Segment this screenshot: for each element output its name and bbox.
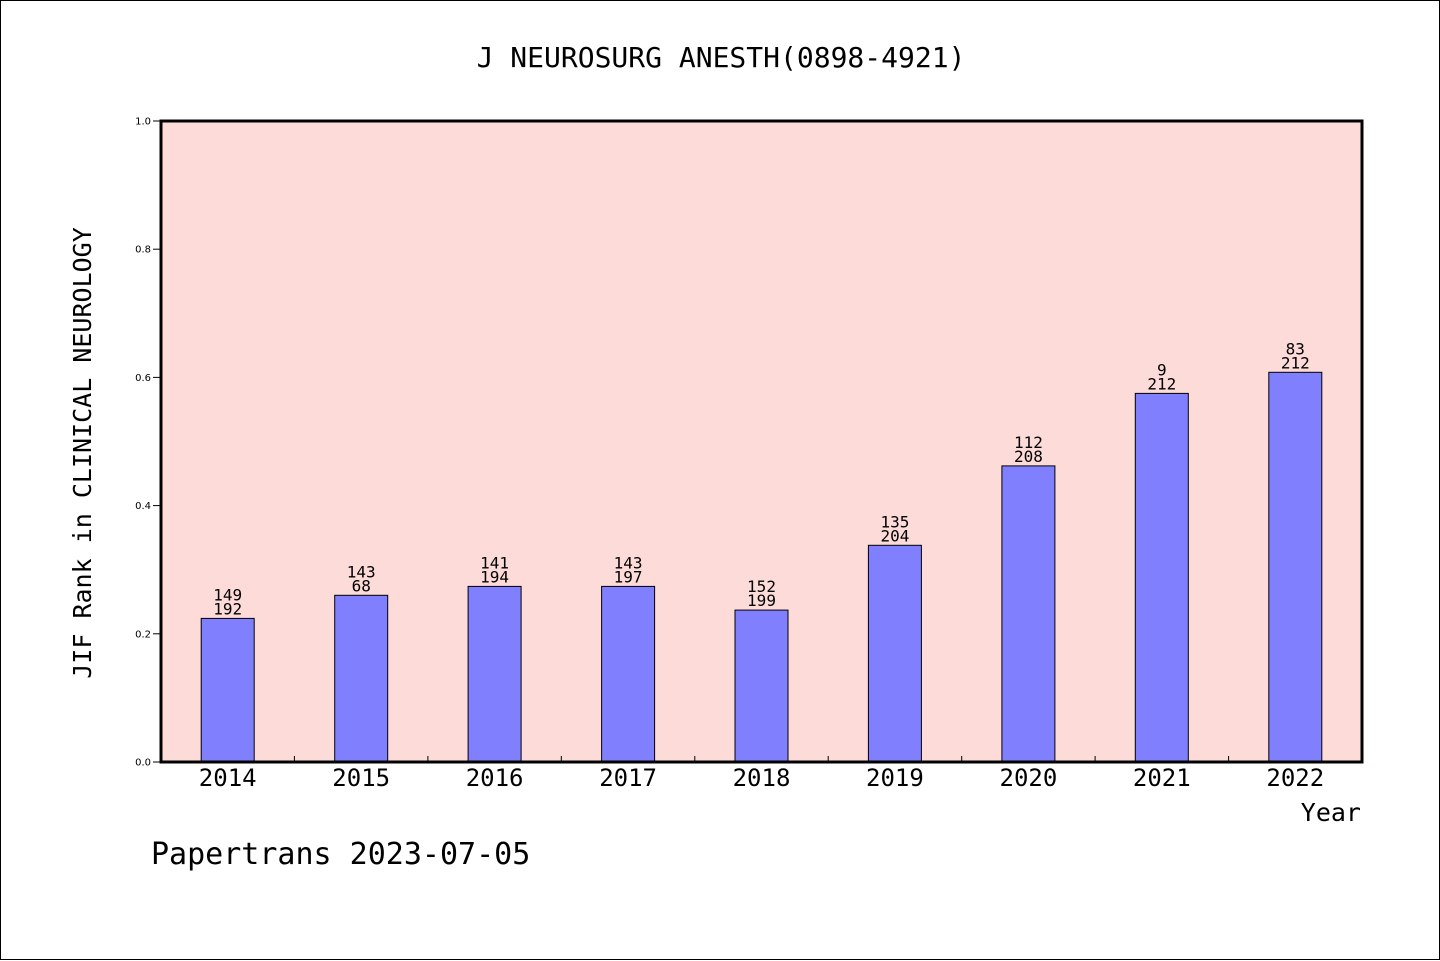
y-tick-label-1: 0.2 xyxy=(135,629,151,640)
bar-label-2016-line-1: 141 xyxy=(480,553,509,572)
x-tick-label-2016: 2016 xyxy=(466,764,524,792)
bar-label-2014-line-2: 192 xyxy=(213,599,242,618)
bar-label-2017-line-2: 197 xyxy=(614,567,643,586)
bar-2022 xyxy=(1268,371,1323,763)
bar-label-2014-line-1: 149 xyxy=(213,585,242,604)
x-tick-label-2020: 2020 xyxy=(1000,764,1058,792)
y-axis: 0.0 0.2 0.4 0.6 0.8 1.0 xyxy=(135,117,161,769)
y-tick-label-0: 0.0 xyxy=(135,758,151,769)
bar-label-2022-line-1: 83 xyxy=(1286,339,1305,358)
x-tick-label-2015: 2015 xyxy=(332,764,390,792)
x-tick-label-2014: 2014 xyxy=(199,764,257,792)
bar-2021 xyxy=(1134,392,1189,763)
bar-2016 xyxy=(467,585,522,763)
bar-label-2019-line-1: 135 xyxy=(880,512,909,531)
bar-label-2020-line-2: 208 xyxy=(1014,447,1043,466)
bar-label-2018-line-2: 199 xyxy=(747,591,776,610)
y-axis-label: JIF Rank in CLINICAL NEUROLOGY xyxy=(68,227,97,679)
x-axis-label: Year xyxy=(1301,798,1361,827)
bar-labels-layer: 1491921436814119414319715219913520411220… xyxy=(213,339,1310,618)
x-tick-label-2017: 2017 xyxy=(599,764,657,792)
y-tick-label-4: 0.8 xyxy=(135,245,151,256)
bar-label-2021-line-1: 9 xyxy=(1157,360,1167,379)
bar-2018 xyxy=(734,609,789,763)
y-tick-label-3: 0.6 xyxy=(135,373,151,384)
bar-label-2020-line-1: 112 xyxy=(1014,433,1043,452)
chart-title: J NEUROSURG ANESTH(0898-4921) xyxy=(477,41,966,74)
bar-label-2015-line-1: 143 xyxy=(347,562,376,581)
x-axis: 2014 2015 2016 2017 2018 2019 2020 2021 2022 xyxy=(199,756,1324,792)
bar-label-2019-line-2: 204 xyxy=(880,526,909,545)
bar-2017 xyxy=(601,585,656,763)
bar-2014 xyxy=(200,617,255,763)
bars-layer xyxy=(200,371,1323,763)
bar-2015 xyxy=(334,594,389,763)
bar-label-2021-line-2: 212 xyxy=(1147,374,1176,393)
plot-border xyxy=(159,119,1364,764)
bar-2020 xyxy=(1001,465,1056,763)
x-tick-label-2021: 2021 xyxy=(1133,764,1191,792)
y-tick-label-2: 0.4 xyxy=(135,501,151,512)
y-tick-label-5: 1.0 xyxy=(135,117,151,128)
bar-2019 xyxy=(867,544,922,763)
x-tick-label-2022: 2022 xyxy=(1266,764,1324,792)
x-tick-label-2019: 2019 xyxy=(866,764,924,792)
bar-label-2016-line-2: 194 xyxy=(480,567,509,586)
bar-label-2015-line-2: 68 xyxy=(352,576,371,595)
bar-label-2017-line-1: 143 xyxy=(614,553,643,572)
x-tick-label-2018: 2018 xyxy=(733,764,791,792)
bar-label-2022-line-2: 212 xyxy=(1281,353,1310,372)
bar-label-2018-line-1: 152 xyxy=(747,577,776,596)
footer-credit: Papertrans 2023-07-05 xyxy=(151,837,530,872)
